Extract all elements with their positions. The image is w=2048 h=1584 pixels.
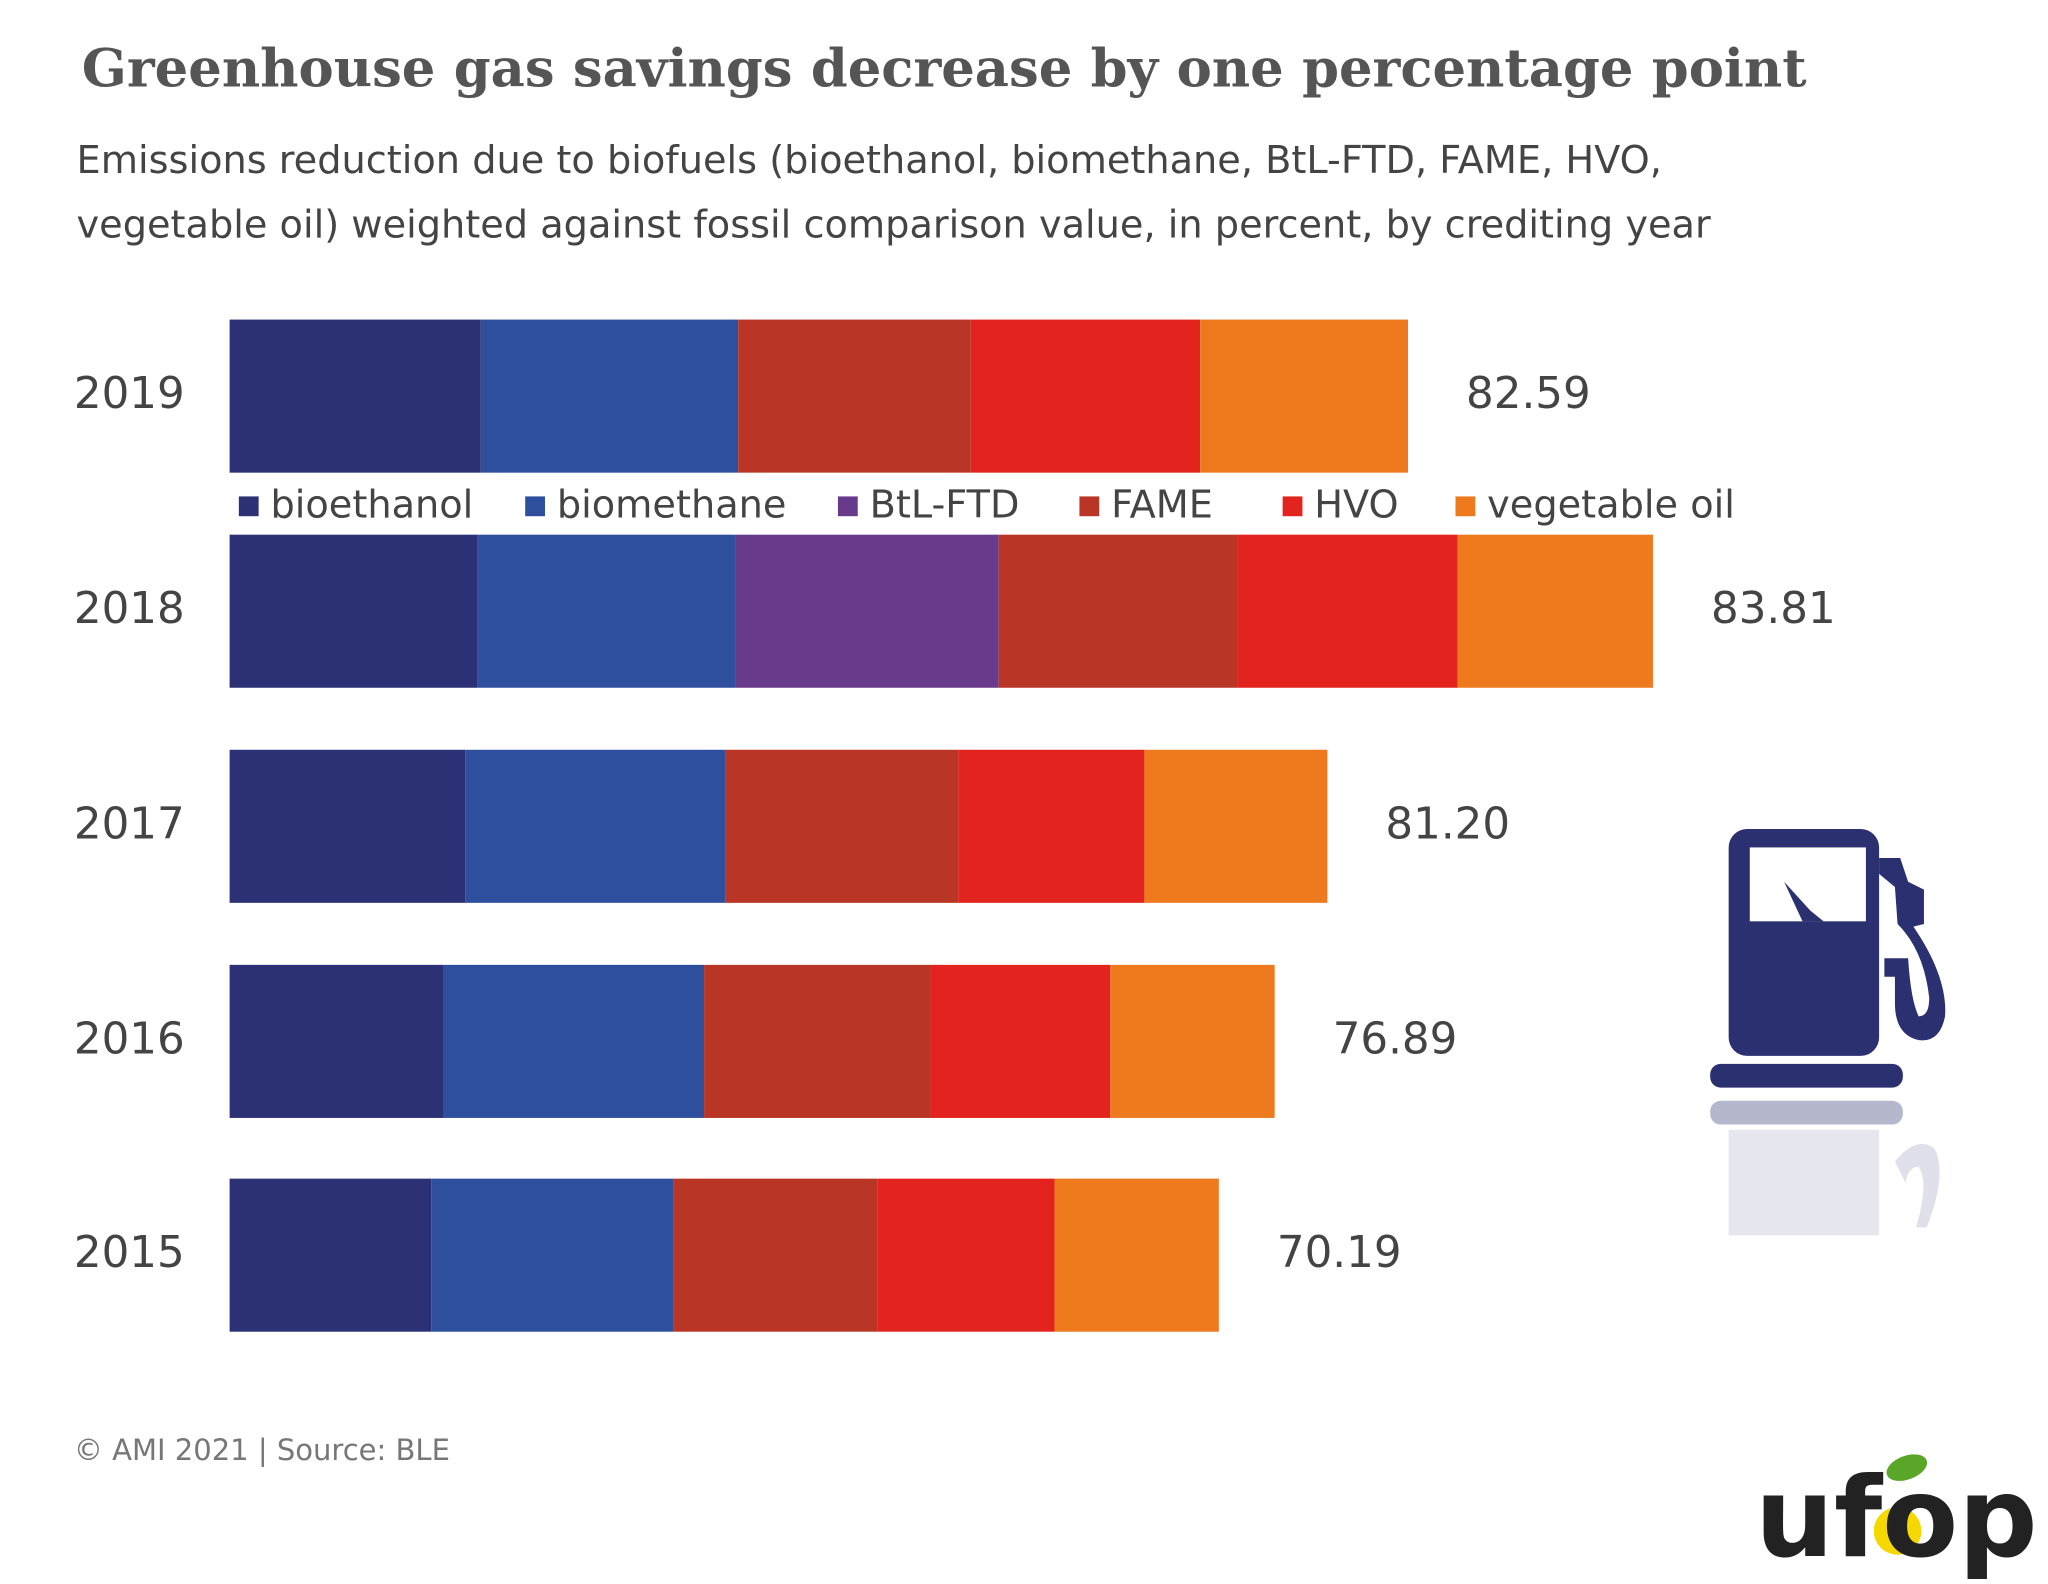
bar-segment [229,319,481,473]
bar-segment [431,1178,674,1332]
bar-segment [735,534,999,688]
bar-segment [1054,1178,1219,1332]
logo-text: ufop [1755,1454,2038,1583]
bar-segment [229,1178,432,1332]
bar-segment [998,534,1238,688]
bar-segment [443,964,705,1118]
bar-segment [673,1178,878,1332]
bar-segment [1237,534,1458,688]
total-label: 81.20 [1385,799,1510,849]
bar-segment [970,319,1201,473]
bar-segment [958,749,1145,903]
y-tick-label: 2015 [74,1228,185,1278]
bar-segment [480,319,739,473]
legend-label: BtL-FTD [870,482,1020,527]
total-label: 82.59 [1466,369,1591,419]
bar-segment [229,534,478,688]
legend-swatch [1282,496,1303,517]
legend-label: HVO [1314,482,1398,527]
bar-segment [1200,319,1408,473]
bar-segment [465,749,726,903]
legend-label: biomethane [557,482,787,527]
bar-segment [738,319,971,473]
logo: ufop [1755,1454,2038,1583]
y-tick-label: 2019 [74,369,185,419]
chart-subtitle: Emissions reduction due to biofuels (bio… [77,138,1662,183]
bar-segment [704,964,931,1118]
y-tick-label: 2017 [74,799,185,849]
source-note: © AMI 2021 | Source: BLE [74,1433,450,1467]
y-tick-label: 2016 [74,1014,185,1064]
bar-segment [1110,964,1275,1118]
bar-segment [877,1178,1055,1332]
bar-segment [1457,534,1653,688]
bar-segment [930,964,1111,1118]
bar-segment [725,749,959,903]
y-tick-label: 2018 [74,584,185,634]
pump-icon [1710,828,1946,1236]
legend-swatch [238,496,259,517]
bar-segment [229,964,444,1118]
legend-swatch [837,496,858,517]
chart-subtitle: vegetable oil) weighted against fossil c… [77,203,1711,248]
legend-label: FAME [1111,482,1213,527]
bar-segment [477,534,736,688]
legend-swatch [1079,496,1100,517]
total-label: 83.81 [1711,584,1836,634]
legend-label: vegetable oil [1487,482,1735,527]
legend-swatch [1455,496,1476,517]
total-label: 76.89 [1333,1014,1458,1064]
legend-label: bioethanol [271,482,474,527]
total-label: 70.19 [1277,1228,1402,1278]
chart-title: Greenhouse gas savings decrease by one p… [82,37,1807,99]
legend-swatch [525,496,545,517]
bar-segment [229,749,466,903]
bar-segment [1144,749,1328,903]
